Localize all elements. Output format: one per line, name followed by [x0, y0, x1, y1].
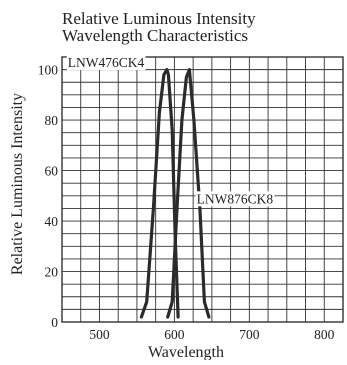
chart-title-line-2: Wavelength Characteristics — [62, 26, 248, 45]
y-tick-label-80: 80 — [45, 113, 59, 128]
x-tick-label-700: 700 — [239, 327, 260, 342]
series-label-lnw876ck8: LNW876CK8 — [197, 191, 274, 206]
y-tick-label-40: 40 — [45, 214, 59, 229]
x-tick-label-500: 500 — [89, 327, 110, 342]
text-layer: Relative Luminous Intensity Wavelength C… — [9, 9, 256, 361]
chart-title-line-1: Relative Luminous Intensity — [62, 9, 256, 28]
tick-layer: 500 600 700 800 0 20 40 60 80 100 — [38, 63, 335, 342]
series-label-background-0 — [66, 55, 146, 71]
x-tick-label-800: 800 — [314, 327, 335, 342]
plot-frame — [61, 56, 344, 323]
y-tick-label-100: 100 — [38, 63, 59, 78]
y-tick-label-0: 0 — [51, 315, 58, 330]
x-axis-title: Wavelength — [148, 344, 224, 360]
y-tick-label-20: 20 — [45, 265, 59, 280]
series-curve-lnw476ck4 — [139, 67, 180, 319]
series-curve-lnw876ck8 — [166, 67, 211, 319]
series-label-lnw476ck4: LNW476CK4 — [68, 55, 145, 70]
y-axis-title: Relative Luminous Intensity — [9, 93, 26, 275]
y-tick-label-60: 60 — [45, 164, 59, 179]
series-label-layer: LNW476CK4 LNW876CK8 — [66, 55, 275, 207]
series-label-background-1 — [195, 191, 275, 207]
series-layer — [139, 67, 211, 319]
x-tick-label-600: 600 — [164, 327, 185, 342]
